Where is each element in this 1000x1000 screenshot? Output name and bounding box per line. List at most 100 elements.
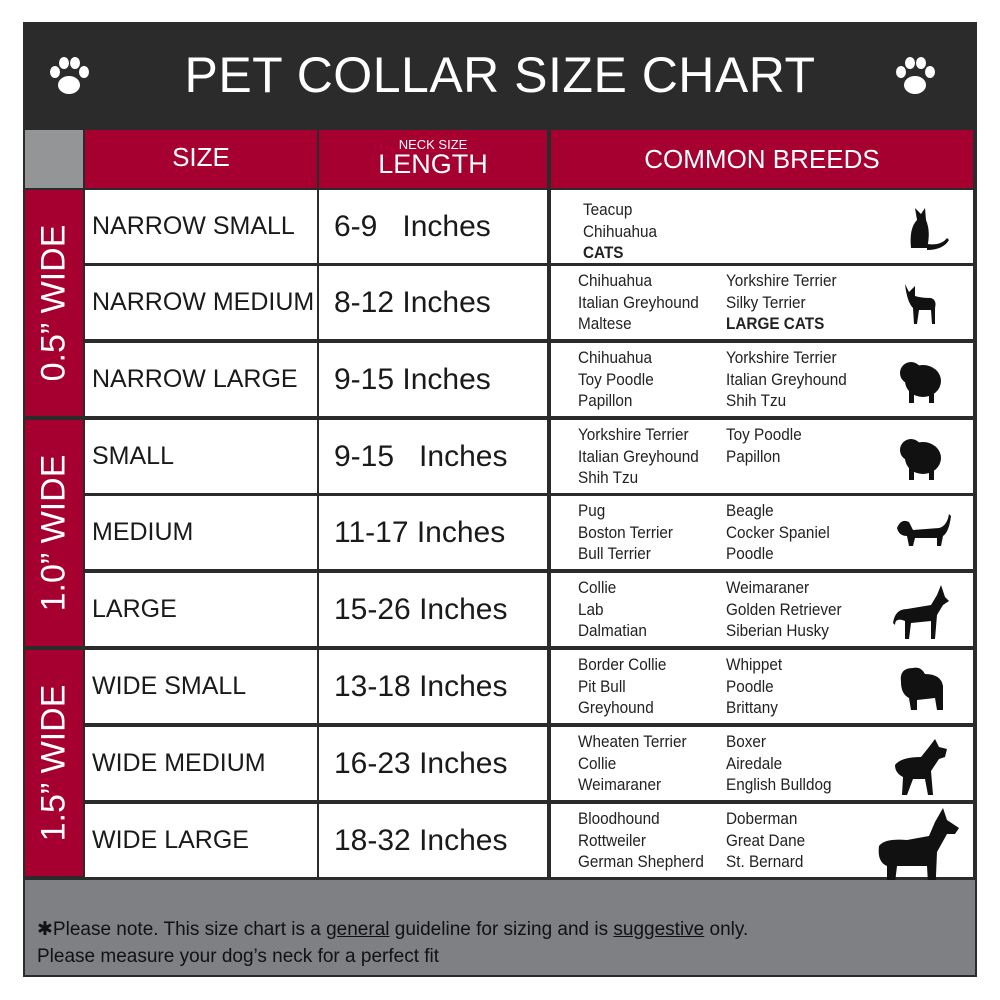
breed-name: Poodle — [726, 544, 774, 563]
breed-name: Weimaraner — [578, 775, 662, 794]
header-size: SIZE — [85, 130, 317, 188]
breed-name: Toy Poodle — [578, 369, 654, 389]
size-name: MEDIUM — [85, 496, 317, 569]
chart-title: PET COLLAR SIZE CHART — [184, 47, 816, 103]
width-group-band: 1.0” WIDE — [25, 420, 83, 646]
header-breeds: COMMON BREEDS — [551, 130, 973, 188]
paw-icon — [50, 57, 89, 94]
breed-name: English Bulldog — [726, 775, 832, 794]
header-neck-size: NECK SIZE — [398, 137, 468, 152]
size-name: LARGE — [85, 573, 317, 646]
neck-length: 15-26 Inches — [319, 573, 547, 646]
breeds-cell — [551, 573, 973, 646]
breed-name: Italian Greyhound — [578, 292, 699, 312]
pomeranian-icon — [900, 439, 941, 480]
width-group-band: 0.5” WIDE — [25, 190, 83, 416]
breed-name: Dalmatian — [578, 621, 647, 640]
width-group-label: 1.5” WIDE — [34, 684, 73, 842]
breed-name: Cocker Spaniel — [726, 522, 830, 542]
note-text: ✱Please note. This size chart is a — [37, 919, 327, 940]
header-length: NECK SIZE LENGTH — [319, 130, 547, 188]
breed-name: Bull Terrier — [578, 544, 651, 563]
paw-icon — [896, 57, 935, 94]
neck-length: 8-12 Inches — [319, 266, 547, 339]
pitbull-icon — [895, 739, 947, 795]
breeds-cell — [551, 190, 973, 263]
breed-name: Yorkshire Terrier — [726, 348, 837, 367]
breed-name: Shih Tzu — [578, 468, 639, 487]
breed-name: CATS — [583, 243, 624, 262]
note-suggestive: suggestive — [613, 919, 705, 940]
size-name: WIDE MEDIUM — [85, 727, 317, 800]
header-length-label: LENGTH — [378, 149, 488, 179]
neck-length: 9-15 Inches — [319, 343, 547, 416]
neck-length: 11-17 Inches — [319, 496, 547, 569]
breed-name: German Shepherd — [578, 852, 704, 871]
breed-name: Chihuahua — [578, 271, 653, 290]
cat-icon — [910, 208, 949, 250]
breed-name: St. Bernard — [726, 852, 804, 871]
breed-name: Doberman — [726, 809, 798, 828]
width-group-band: 1.5” WIDE — [25, 650, 83, 876]
breed-name: Teacup — [583, 200, 633, 219]
breed-name: Papillon — [578, 391, 633, 410]
breed-name: Yorkshire Terrier — [578, 425, 689, 444]
breed-name: Papillon — [726, 446, 781, 466]
breed-name: Golden Retriever — [726, 599, 842, 619]
breed-name: Weimaraner — [726, 578, 810, 597]
breed-name: Silky Terrier — [726, 292, 806, 312]
breed-name: Wheaten Terrier — [578, 732, 687, 751]
size-chart: PET COLLAR SIZE CHART SIZE NECK SIZE LEN… — [23, 22, 977, 977]
breed-name: Maltese — [578, 314, 632, 333]
neck-length: 9-15 Inches — [319, 420, 547, 493]
bulldog-icon — [900, 667, 943, 710]
breed-name: Italian Greyhound — [578, 446, 699, 466]
breed-name: Pit Bull — [578, 676, 626, 696]
breed-name: Chihuahua — [578, 348, 653, 367]
note-general: general — [326, 919, 390, 940]
shepherd-icon — [893, 585, 949, 639]
size-name: NARROW LARGE — [85, 343, 317, 416]
breed-name: Greyhound — [578, 698, 654, 717]
size-name: WIDE SMALL — [85, 650, 317, 723]
doberman-icon — [878, 808, 959, 900]
breed-name: Italian Greyhound — [726, 369, 847, 389]
breed-name: Boston Terrier — [578, 522, 673, 542]
breed-name: Siberian Husky — [726, 621, 829, 640]
width-group-label: 0.5” WIDE — [34, 224, 73, 382]
breed-name: Great Dane — [726, 830, 806, 850]
note-text: guideline for sizing and is — [389, 919, 614, 940]
breed-name: Poodle — [726, 676, 774, 696]
breed-name: Yorkshire Terrier — [726, 271, 837, 290]
breed-name: Bloodhound — [578, 809, 660, 828]
size-name: SMALL — [85, 420, 317, 493]
header-corner — [25, 130, 83, 188]
neck-length: 18-32 Inches — [319, 804, 547, 877]
size-name: NARROW SMALL — [85, 190, 317, 263]
footer-line-1: ✱Please note. This size chart is a gener… — [37, 918, 748, 941]
breed-name: Chihuahua — [583, 221, 658, 241]
breed-name: Toy Poodle — [726, 425, 802, 444]
neck-length: 16-23 Inches — [319, 727, 547, 800]
breed-name: Brittany — [726, 698, 778, 717]
chihuahua-icon — [905, 284, 936, 324]
breed-name: Airedale — [726, 753, 783, 773]
size-name: WIDE LARGE — [85, 804, 317, 877]
neck-length: 6-9 Inches — [319, 190, 547, 263]
breed-name: Lab — [578, 599, 604, 619]
breed-name: Rottweiler — [578, 830, 647, 850]
breed-name: Boxer — [726, 732, 766, 751]
breed-name: Collie — [578, 753, 617, 773]
footer-note: ✱Please note. This size chart is a gener… — [25, 880, 975, 975]
neck-length: 13-18 Inches — [319, 650, 547, 723]
size-name: NARROW MEDIUM — [85, 266, 317, 339]
breed-name: Beagle — [726, 501, 774, 520]
note-text: only. — [704, 919, 749, 940]
breeds-cell — [551, 266, 973, 339]
dachshund-icon — [897, 514, 951, 546]
width-group-label: 1.0” WIDE — [34, 454, 73, 612]
breed-name: Border Collie — [578, 655, 667, 674]
breed-name: Pug — [578, 501, 606, 520]
breed-name: Shih Tzu — [726, 391, 787, 410]
footer-line-2: Please measure your dog’s neck for a per… — [37, 946, 440, 967]
